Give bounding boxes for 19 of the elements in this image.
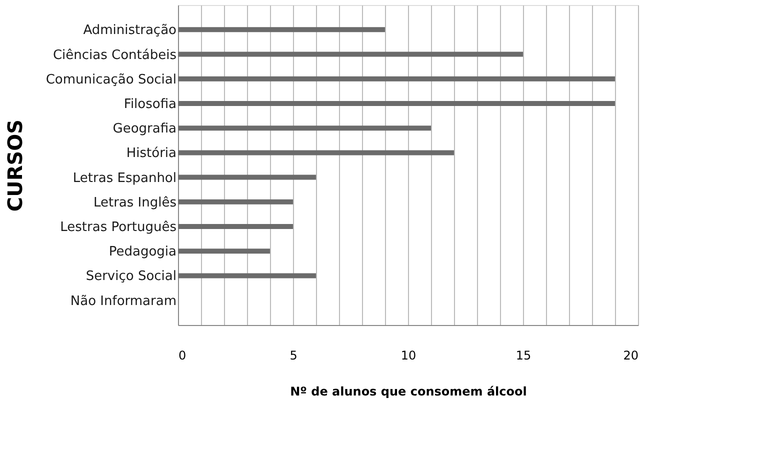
y-tick-label: Serviço Social <box>86 269 176 284</box>
y-tick-label: Filosofia <box>124 96 176 112</box>
y-tick-label: Não Informaram <box>70 294 176 309</box>
y-tick-label: Administração <box>83 23 177 38</box>
y-tick-label: Comunicação Social <box>46 72 176 88</box>
y-tick-label: Letras Inglês <box>93 195 177 210</box>
x-tick-label: 0 <box>178 348 186 362</box>
y-tick-label: Geografia <box>112 122 176 137</box>
x-tick-label: 20 <box>623 348 638 362</box>
y-tick-label: Lestras Português <box>60 220 177 236</box>
y-tick-label: Pedagogia <box>108 244 176 260</box>
x-axis-title: Nº de alunos que consomem álcool <box>290 384 527 398</box>
x-tick-label: 15 <box>516 348 532 362</box>
y-tick-label: História <box>126 146 176 162</box>
y-axis-title: CURSOS <box>2 119 27 212</box>
y-tick-label: Ciências Contábeis <box>52 48 177 63</box>
x-tick-label: 10 <box>400 348 416 362</box>
x-tick-label: 5 <box>290 348 298 362</box>
y-tick-label: Letras Espanhol <box>72 170 176 186</box>
